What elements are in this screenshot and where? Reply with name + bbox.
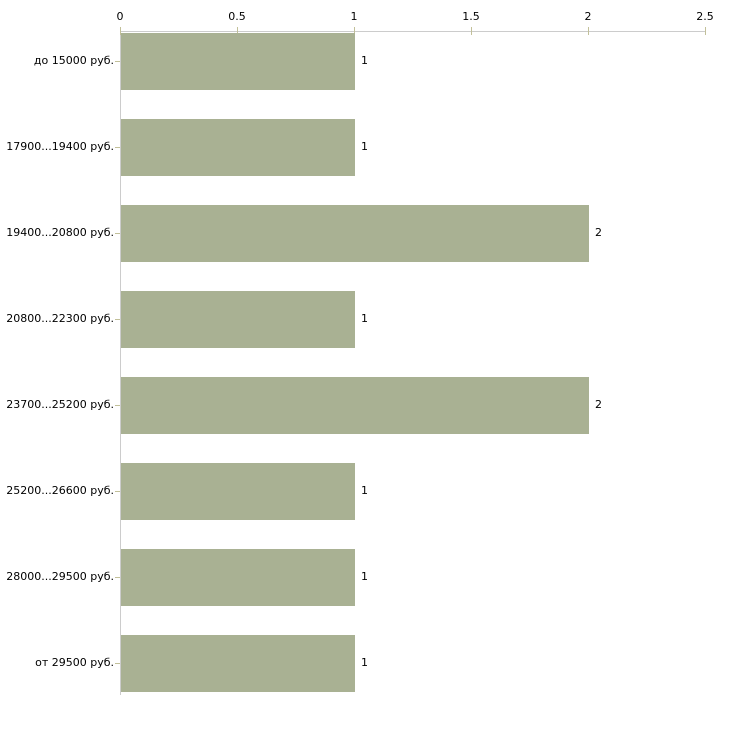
value-label: 1 [361,570,368,583]
value-label: 1 [361,656,368,669]
y-axis-line [120,31,121,695]
x-axis-tick [471,27,472,35]
y-axis-tick [115,61,120,62]
x-axis-tick-label: 2 [584,10,592,23]
x-axis-tick [120,27,121,35]
bar [121,291,355,348]
x-axis-tick-label: 0.5 [228,10,246,23]
y-axis-tick [115,319,120,320]
category-label: 20800...22300 руб. [6,312,114,325]
x-axis-tick-label: 2.5 [696,10,714,23]
bar [121,119,355,176]
y-axis-tick [115,405,120,406]
x-axis-tick-label: 0 [116,10,124,23]
bar [121,205,589,262]
plot-area: 0 0.5 1 1.5 2 2.5 до 15000 руб. 1 17900...19400… [6,10,714,695]
bar [121,377,589,434]
bar [121,549,355,606]
y-axis-tick [115,233,120,234]
x-axis-tick [237,27,238,35]
value-label: 1 [361,312,368,325]
bar [121,33,355,90]
category-label: от 29500 руб. [35,656,114,669]
value-label: 2 [595,226,602,239]
y-axis-tick [115,577,120,578]
value-label: 2 [595,398,602,411]
x-axis-tick-label: 1 [350,10,358,23]
value-label: 1 [361,484,368,497]
y-axis-tick [115,663,120,664]
category-label: до 15000 руб. [33,54,114,67]
x-axis-tick-label: 1.5 [462,10,480,23]
x-axis-tick [588,27,589,35]
value-label: 1 [361,140,368,153]
y-axis-tick [115,147,120,148]
value-label: 1 [361,54,368,67]
category-label: 19400...20800 руб. [6,226,114,239]
category-label: 17900...19400 руб. [6,140,114,153]
x-axis-tick [354,27,355,35]
y-axis-tick [115,491,120,492]
x-axis-line [120,31,706,32]
category-label: 25200...26600 руб. [6,484,114,497]
bar [121,635,355,692]
bar [121,463,355,520]
category-label: 23700...25200 руб. [6,398,114,411]
x-axis-tick [705,27,706,35]
category-label: 28000...29500 руб. [6,570,114,583]
